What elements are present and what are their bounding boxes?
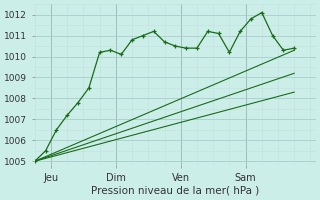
X-axis label: Pression niveau de la mer( hPa ): Pression niveau de la mer( hPa ) [91,186,260,196]
